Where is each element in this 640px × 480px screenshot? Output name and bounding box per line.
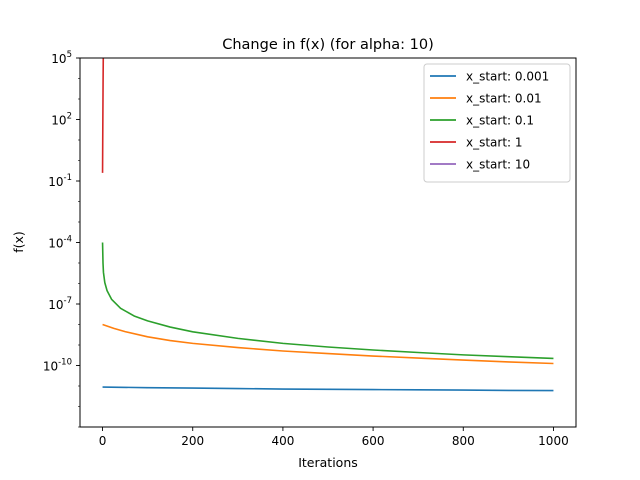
- y-tick-label: 10-1: [48, 173, 72, 189]
- y-tick-label: 10-7: [48, 296, 72, 312]
- x-tick-label: 800: [452, 434, 475, 448]
- legend: x_start: 0.001 x_start: 0.01 x_start: 0.1 x…: [423, 63, 571, 183]
- x-tick-label: 200: [181, 434, 204, 448]
- x-tick-label: 1000: [538, 434, 569, 448]
- legend-label-3: x_start: 0.1: [466, 114, 534, 128]
- x-axis-label: Iterations: [298, 455, 358, 470]
- x-tick-label: 600: [362, 434, 385, 448]
- y-tick-label: 10-10: [43, 358, 72, 374]
- plot-lines-group: [101, 58, 554, 392]
- y-axis-label: f(x): [11, 231, 26, 253]
- legend-label-2: x_start: 0.01: [466, 92, 542, 106]
- y-tick-label: 102: [51, 112, 72, 128]
- legend-label-1: x_start: 0.001: [466, 70, 549, 84]
- y-axis-ticks: 105 102 10-1 10-4 10-7 10-10: [43, 50, 80, 428]
- x-axis-ticks: 0 200 400 600 800 1000: [99, 427, 569, 448]
- y-tick-label: 105: [51, 50, 72, 66]
- x-tick-label: 400: [271, 434, 294, 448]
- series-line-1: [102, 386, 554, 392]
- series-line-2: [102, 323, 554, 365]
- series-line-4: [101, 58, 105, 173]
- x-tick-label: 0: [99, 434, 107, 448]
- legend-label-4: x_start: 1: [466, 136, 523, 150]
- legend-box: [423, 63, 571, 183]
- y-tick-label: 10-4: [48, 235, 72, 251]
- series-line-3: [101, 242, 554, 360]
- legend-label-5: x_start: 10: [466, 158, 530, 172]
- chart-title: Change in f(x) (for alpha: 10): [222, 37, 434, 53]
